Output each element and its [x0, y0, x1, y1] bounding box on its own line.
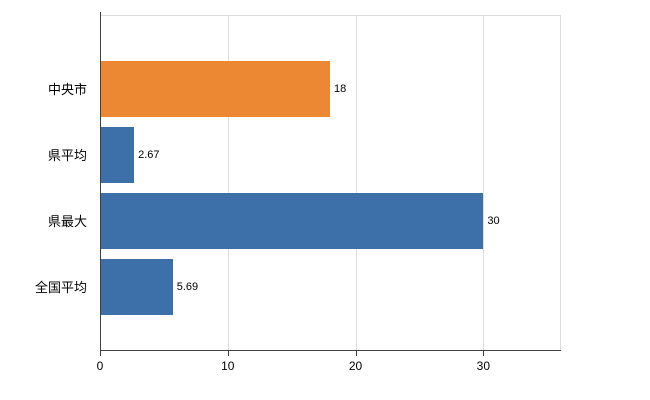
x-axis-tick	[483, 351, 485, 356]
x-axis-tick-label: 20	[348, 359, 363, 373]
x-axis-tick	[100, 351, 101, 356]
y-axis-line	[100, 12, 101, 351]
category-label: 県平均	[47, 147, 87, 163]
vertical-gridline	[483, 16, 485, 351]
bar-value-label: 5.69	[176, 281, 199, 293]
plot-area: 18 2.67 30 5.69	[100, 15, 561, 351]
category-label: 県最大	[47, 213, 87, 229]
bar-value-label: 18	[334, 83, 347, 95]
bar-value-label: 30	[487, 215, 500, 227]
bar-row: 30	[100, 193, 560, 249]
bar	[100, 259, 173, 315]
x-axis-line	[100, 350, 561, 351]
x-axis-tick-label: 0	[96, 359, 104, 373]
bar	[100, 127, 135, 183]
bar-row: 2.67	[100, 127, 560, 183]
bar-row: 5.69	[100, 259, 560, 315]
x-axis-tick-label: 10	[221, 359, 235, 373]
vertical-gridline	[355, 16, 357, 351]
bar-value-label: 2.67	[138, 149, 160, 161]
bar-row: 18	[100, 61, 560, 117]
x-axis-tick	[355, 351, 357, 356]
x-axis-tick	[227, 351, 229, 356]
category-label: 中央市	[47, 81, 87, 97]
vertical-gridline	[227, 16, 229, 351]
bar	[100, 61, 330, 117]
bar	[100, 193, 484, 249]
x-axis-tick-label: 30	[476, 359, 491, 373]
category-label: 全国平均	[34, 279, 87, 295]
